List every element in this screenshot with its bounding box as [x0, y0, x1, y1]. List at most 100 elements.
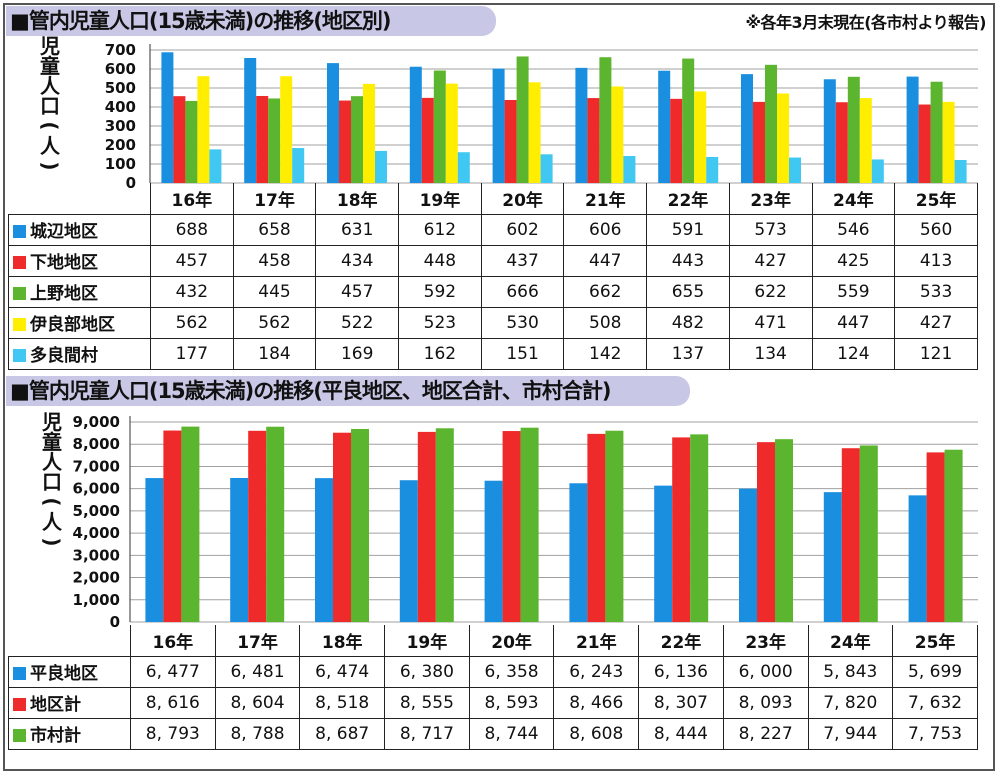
data-label: 560 [894, 213, 978, 246]
data-label: 8, 616 [130, 686, 216, 719]
data-label: 7, 820 [807, 686, 894, 719]
ylabel-char: 人 [42, 450, 62, 474]
data-label: 6, 481 [214, 655, 301, 688]
data-label: 6, 474 [299, 655, 386, 688]
ylabel-char: 童 [42, 430, 62, 454]
data-label: 5, 843 [807, 655, 894, 688]
legend-swatch [13, 667, 26, 680]
chart1-note: ※各年3月末現在(各市村より報告) [745, 13, 987, 32]
data-label: 8, 604 [214, 686, 301, 719]
data-label: 8, 608 [553, 717, 640, 750]
table-header-row: 16年 17年 18年 19年 20年 21年 22年 23年 24年 25年 [9, 625, 978, 657]
category-label: 17年 [232, 183, 317, 215]
data-label: 530 [480, 306, 565, 339]
data-label: 142 [563, 337, 648, 370]
table-row: 地区計 8, 616 8, 604 8, 518 8, 555 8, 593 8, 466 8… [8, 686, 978, 719]
category-label: 23年 [728, 183, 813, 215]
data-label: 443 [646, 244, 730, 277]
data-label: 655 [646, 275, 730, 308]
chart1-title: ■管内児童人口(15歳未満)の推移(地区別) [6, 6, 496, 36]
data-label: 8, 444 [638, 717, 724, 750]
data-label: 602 [480, 213, 565, 246]
data-label: 622 [728, 275, 813, 308]
data-label: 508 [563, 306, 648, 339]
data-label: 137 [646, 337, 730, 370]
data-label: 658 [232, 213, 317, 246]
ylabel-char: 童 [40, 54, 60, 78]
data-label: 6, 243 [553, 655, 640, 688]
legend-swatch [13, 225, 26, 238]
category-label: 25年 [894, 183, 978, 215]
data-label: 432 [150, 275, 234, 308]
table-row: 上野地区 432 445 457 592 666 662 655 622 559 533 [8, 275, 978, 308]
data-label: 471 [728, 306, 813, 339]
data-label: 184 [232, 337, 317, 370]
data-label: 448 [398, 244, 482, 277]
table-corner [9, 183, 151, 214]
legend-swatch [13, 256, 26, 269]
chart1-ylabel: 児童人口 (人) [38, 36, 62, 176]
data-label: 6, 358 [468, 655, 555, 688]
category-label: 16年 [150, 183, 234, 215]
data-label: 8, 307 [638, 686, 724, 719]
data-label: 562 [150, 306, 234, 339]
chart2-data-table: 16年 17年 18年 19年 20年 21年 22年 23年 24年 25年 平良地区 6, 477… [8, 625, 978, 750]
data-label: 177 [150, 337, 234, 370]
data-label: 8, 744 [468, 717, 555, 750]
series-label: 市村計 [8, 717, 131, 750]
data-label: 445 [232, 275, 317, 308]
data-label: 8, 788 [214, 717, 301, 750]
data-label: 606 [563, 213, 648, 246]
category-label: 21年 [563, 183, 648, 215]
data-label: 121 [894, 337, 978, 370]
data-label: 688 [150, 213, 234, 246]
category-label: 24年 [807, 625, 894, 657]
category-label: 25年 [892, 625, 978, 657]
legend-swatch [13, 698, 26, 711]
series-label: 地区計 [8, 686, 131, 719]
data-label: 8, 227 [722, 717, 809, 750]
data-label: 8, 793 [130, 717, 216, 750]
data-label: 562 [232, 306, 317, 339]
data-label: 592 [398, 275, 482, 308]
ylabel-char: ) [40, 537, 64, 547]
series-name: 地区計 [30, 695, 81, 715]
data-label: 666 [480, 275, 565, 308]
data-label: 425 [811, 244, 896, 277]
series-label: 平良地区 [8, 655, 131, 688]
data-label: 6, 380 [384, 655, 470, 688]
data-label: 7, 632 [892, 686, 978, 719]
data-label: 427 [728, 244, 813, 277]
ylabel-char: ( [40, 497, 64, 507]
data-label: 8, 466 [553, 686, 640, 719]
data-label: 447 [563, 244, 648, 277]
series-name: 城辺地区 [30, 222, 98, 242]
table-row: 下地地区 457 458 434 448 437 447 443 427 425 413 [8, 244, 978, 277]
data-label: 8, 687 [299, 717, 386, 750]
category-label: 18年 [315, 183, 400, 215]
data-label: 427 [894, 306, 978, 339]
ylabel-char: ) [38, 161, 62, 171]
data-label: 7, 753 [892, 717, 978, 750]
table-row: 多良間村 177 184 169 162 151 142 137 134 124 121 [8, 337, 978, 370]
data-label: 533 [894, 275, 978, 308]
data-label: 434 [315, 244, 400, 277]
data-label: 457 [150, 244, 234, 277]
ylabel-char: ( [38, 121, 62, 131]
data-label: 447 [811, 306, 896, 339]
table-row: 平良地区 6, 477 6, 481 6, 474 6, 380 6, 358 6, 243… [8, 655, 978, 688]
data-label: 7, 944 [807, 717, 894, 750]
series-name: 下地地区 [30, 253, 98, 273]
series-name: 市村計 [30, 726, 81, 746]
data-label: 522 [315, 306, 400, 339]
series-label: 多良間村 [8, 337, 151, 370]
table-row: 城辺地区 688 658 631 612 602 606 591 573 546 560 [8, 213, 978, 246]
legend-swatch [13, 729, 26, 742]
table-row: 市村計 8, 793 8, 788 8, 687 8, 717 8, 744 8, 608 8… [8, 717, 978, 750]
ylabel-char: 人 [40, 134, 60, 158]
data-label: 169 [315, 337, 400, 370]
category-label: 17年 [214, 625, 301, 657]
data-label: 662 [563, 275, 648, 308]
table-header-row: 16年 17年 18年 19年 20年 21年 22年 23年 24年 25年 [9, 183, 978, 215]
data-label: 8, 093 [722, 686, 809, 719]
